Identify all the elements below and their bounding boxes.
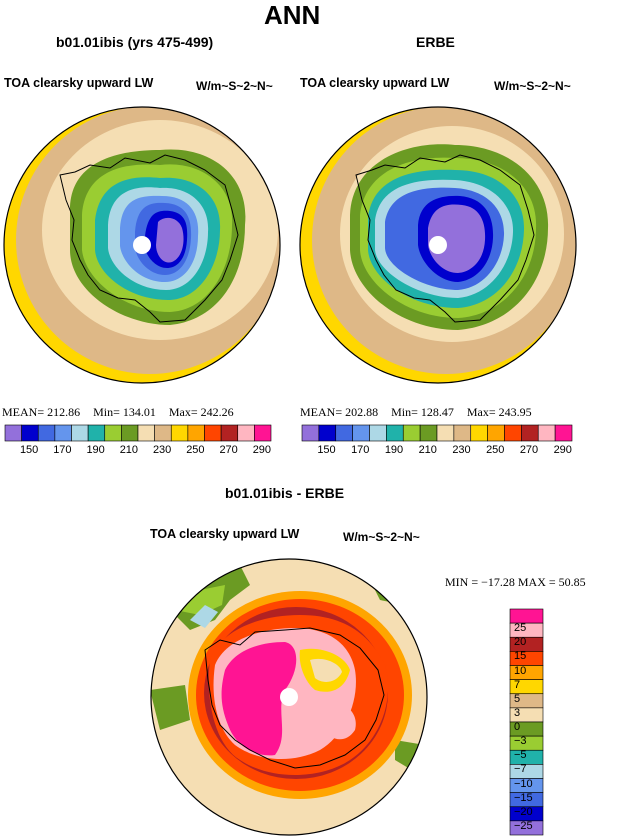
left-mean-label: MEAN= bbox=[2, 405, 45, 419]
left-colorbar-swatch bbox=[220, 424, 239, 442]
right-colorbar-swatch bbox=[402, 424, 421, 442]
figure-title: ANN bbox=[264, 0, 321, 30]
left-units-label: W/m~S~2~N~ bbox=[196, 79, 273, 93]
right-colorbar-swatch bbox=[504, 424, 522, 442]
right-units-label: W/m~S~2~N~ bbox=[494, 79, 571, 93]
left-colorbar-swatch bbox=[54, 424, 72, 442]
diff-colorbar-tick-label: −20 bbox=[514, 805, 533, 818]
left-colorbar-swatch bbox=[121, 424, 139, 442]
diff-colorbar-tick-label: −7 bbox=[514, 763, 527, 776]
left-min-label: Min= bbox=[93, 405, 120, 419]
diff-colorbar-tick-label: 7 bbox=[514, 678, 521, 691]
left-colorbar-tick-label: 170 bbox=[53, 444, 72, 456]
diff-colorbar-tick-label: −10 bbox=[514, 777, 533, 790]
left-colorbar-tick-label: 150 bbox=[19, 444, 39, 456]
right-colorbar-tick-label: 150 bbox=[317, 444, 336, 456]
diff-colorbar-tick-label: 0 bbox=[514, 721, 521, 733]
left-polar-map bbox=[4, 107, 280, 383]
right-mean-value: 202.88 bbox=[345, 405, 379, 419]
right-case-title: ERBE bbox=[416, 34, 455, 50]
left-colorbar-tick-label: 290 bbox=[252, 444, 272, 456]
left-colorbar-swatch bbox=[204, 424, 222, 442]
right-stats: MEAN= 202.88 Min= 128.47 Max= 243.95 bbox=[300, 405, 532, 420]
right-colorbar-swatch bbox=[318, 424, 337, 442]
diff-colorbar-tick-label: 3 bbox=[514, 706, 521, 719]
left-colorbar-swatch bbox=[87, 424, 106, 442]
right-max-value: 243.95 bbox=[498, 405, 532, 419]
left-colorbar-swatch bbox=[170, 424, 189, 442]
right-colorbar-tick-label: 250 bbox=[486, 444, 505, 456]
diff-colorbar-tick-label: −5 bbox=[514, 749, 527, 762]
right-colorbar-tick-label: 190 bbox=[384, 444, 404, 456]
right-colorbar-swatch bbox=[537, 424, 556, 442]
left-colorbar-swatch bbox=[254, 424, 272, 442]
left-max-label: Max= bbox=[168, 405, 198, 419]
left-colorbar-swatch bbox=[154, 424, 172, 442]
right-colorbar-swatch bbox=[470, 424, 488, 442]
left-colorbar-swatch bbox=[237, 424, 255, 442]
diff-minmax: MIN = −17.28 MAX = 50.85 bbox=[445, 575, 586, 589]
left-colorbar-swatch bbox=[137, 424, 155, 442]
right-colorbar-swatch bbox=[352, 424, 370, 442]
right-colorbar-swatch bbox=[419, 424, 438, 442]
right-colorbar-swatch bbox=[453, 424, 472, 442]
left-colorbar-tick-label: 210 bbox=[119, 444, 139, 456]
left-stats: MEAN= 212.86 Min= 134.01 Max= 242.26 bbox=[2, 405, 234, 420]
diff-colorbar-tick-label: 25 bbox=[514, 622, 527, 635]
left-mean-value: 212.86 bbox=[47, 405, 81, 419]
right-colorbar-swatch bbox=[335, 424, 353, 442]
diff-colorbar-tick-label: −3 bbox=[514, 735, 527, 748]
right-colorbar-swatch bbox=[369, 424, 387, 442]
diff-colorbar-tick-label: 20 bbox=[514, 636, 527, 649]
right-colorbar-swatch bbox=[436, 424, 455, 442]
left-colorbar-swatch bbox=[71, 424, 89, 442]
diff-case-title: b01.01ibis - ERBE bbox=[225, 485, 345, 501]
right-colorbar-swatch bbox=[487, 424, 505, 442]
right-max-label: Max= bbox=[466, 405, 496, 419]
left-min-value: 134.01 bbox=[122, 405, 156, 419]
right-field-label: TOA clearsky upward LW bbox=[300, 76, 450, 90]
diff-colorbar-tick-label: 10 bbox=[514, 664, 527, 677]
diff-colorbar-tick-label: 5 bbox=[514, 692, 521, 705]
left-colorbar-swatch bbox=[187, 424, 205, 442]
diff-colorbar-tick-label: −25 bbox=[514, 819, 533, 832]
diff-units-label: W/m~S~2~N~ bbox=[343, 530, 420, 544]
left-field-label: TOA clearsky upward LW bbox=[4, 76, 154, 90]
right-colorbar-swatch bbox=[521, 424, 539, 442]
right-colorbar-tick-label: 170 bbox=[351, 444, 370, 456]
right-min-value: 128.47 bbox=[420, 405, 454, 419]
left-colorbar-swatch bbox=[21, 424, 39, 442]
right-mean-label: MEAN= bbox=[300, 405, 343, 419]
right-colorbar-swatch bbox=[554, 424, 573, 442]
left-colorbar-swatch bbox=[4, 424, 22, 442]
right-colorbar-tick-label: 290 bbox=[553, 444, 572, 456]
left-colorbar-tick-label: 230 bbox=[152, 444, 172, 456]
left-colorbar-swatch bbox=[37, 424, 56, 442]
right-polar-map bbox=[300, 107, 576, 383]
diff-colorbar-tick-label: 15 bbox=[514, 650, 527, 663]
diff-colorbar-swatch bbox=[509, 608, 544, 624]
diff-colorbar-tick-label: −15 bbox=[514, 791, 533, 804]
right-colorbar-swatch bbox=[301, 424, 320, 442]
difference-polar-map bbox=[151, 559, 427, 835]
right-colorbar-tick-label: 230 bbox=[452, 444, 471, 456]
right-min-label: Min= bbox=[391, 405, 418, 419]
difference-colorbar bbox=[509, 608, 544, 836]
diff-field-label: TOA clearsky upward LW bbox=[150, 527, 300, 541]
right-colorbar-tick-label: 210 bbox=[418, 444, 437, 456]
left-colorbar-tick-label: 250 bbox=[186, 444, 205, 456]
left-colorbar-swatch bbox=[104, 424, 122, 442]
left-colorbar bbox=[4, 424, 272, 442]
right-colorbar-swatch bbox=[386, 424, 404, 442]
right-colorbar-tick-label: 270 bbox=[519, 444, 539, 456]
right-colorbar bbox=[301, 424, 573, 442]
left-case-title: b01.01ibis (yrs 475-499) bbox=[56, 34, 214, 50]
left-colorbar-tick-label: 270 bbox=[219, 444, 238, 456]
left-colorbar-tick-label: 190 bbox=[86, 444, 105, 456]
left-max-value: 242.26 bbox=[200, 405, 234, 419]
diff-colorbar-swatch bbox=[509, 820, 544, 836]
